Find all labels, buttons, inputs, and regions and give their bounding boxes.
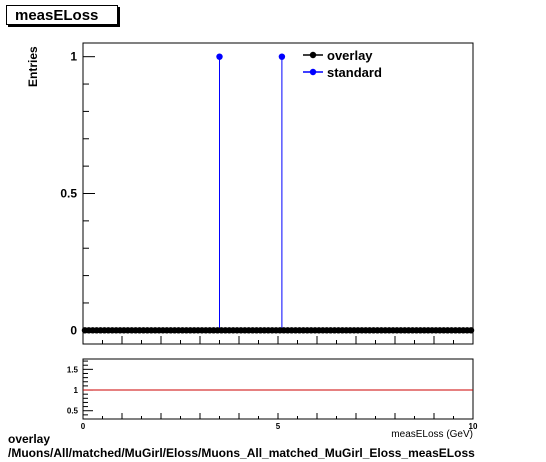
footer-dataset-name: overlay xyxy=(8,432,51,446)
overlay-marker xyxy=(467,327,475,334)
ratio-y-ticks: 0.5 1 1.5 xyxy=(67,360,93,416)
legend-label-overlay: overlay xyxy=(327,48,373,63)
ratio-plot-frame xyxy=(82,358,474,420)
footer-histogram-path: /Muons/All/matched/MuGirl/Eloss/Muons_Al… xyxy=(8,446,475,460)
main-y-ticks: 00.51 xyxy=(60,50,95,337)
standard-marker xyxy=(278,53,286,60)
ratio-y-tick-label: 0.5 xyxy=(67,407,79,416)
main-y-tick-label: 0.5 xyxy=(60,187,77,201)
ratio-x-tick-label: 10 xyxy=(469,422,478,431)
main-x-ticks xyxy=(82,336,474,344)
chart-title: measELoss xyxy=(6,5,118,25)
legend-marker-overlay xyxy=(309,51,317,59)
main-series xyxy=(81,53,475,334)
ratio-x-tick-label: 0 xyxy=(81,422,86,431)
main-y-tick-label: 1 xyxy=(70,50,77,64)
ratio-plot: 0.5 1 1.5 0 5 10 measELoss (GeV) xyxy=(67,358,478,440)
standard-marker xyxy=(216,53,223,60)
legend-marker-standard xyxy=(309,68,317,76)
ratio-y-tick-label: 1.5 xyxy=(67,365,79,374)
ratio-x-tick-label: 5 xyxy=(276,422,281,431)
main-plot-frame xyxy=(82,42,474,345)
y-axis-label: Entries xyxy=(26,46,40,87)
legend: overlay standard xyxy=(303,48,382,80)
main-y-tick-label: 0 xyxy=(70,323,77,337)
legend-label-standard: standard xyxy=(327,65,382,80)
ratio-x-ticks: 0 5 10 xyxy=(81,413,478,431)
x-axis-label: measELoss (GeV) xyxy=(391,429,473,440)
ratio-y-tick-label: 1 xyxy=(74,386,79,395)
